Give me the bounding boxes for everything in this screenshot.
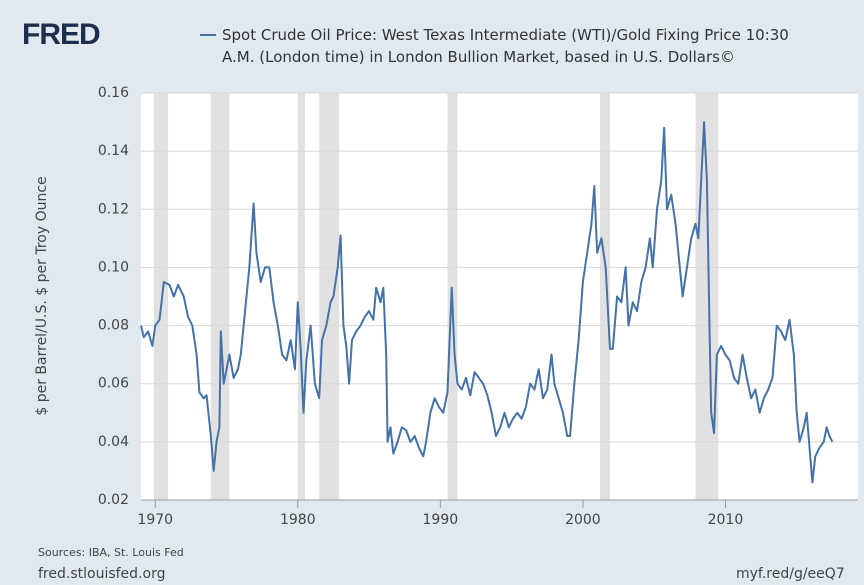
link: myf.red/g/eeQ7 [736,566,845,582]
plot-area [141,93,858,500]
x-tick-label: 2000 [565,512,601,528]
data-line [140,121,834,484]
x-tick-label: 2010 [708,512,744,528]
logo: FRED [22,18,101,51]
y-tick-label: 0.14 [98,143,129,159]
recession-band [695,93,719,500]
y-axis-label: $ per Barrel/U.S. $ per Troy Ounce [34,176,50,415]
recession-band [319,93,340,500]
y-tick-label: 0.08 [98,318,129,334]
recession-band [153,93,169,500]
y-tick-label: 0.16 [98,85,129,101]
y-tick-label: 0.02 [98,492,129,508]
x-tick-label: 1970 [137,512,173,528]
legend-entry: Spot Crude Oil Price: West Texas Interme… [222,26,789,66]
recession-band [297,93,305,500]
y-tick-label: 0.06 [98,376,129,392]
recession-band [599,93,610,500]
y-tick-label: 0.10 [98,259,129,275]
recession-band [210,93,230,500]
x-tick-label: 1980 [280,512,316,528]
site: fred.stlouisfed.org [38,566,166,582]
x-tick-label: 1990 [423,512,459,528]
sources: Sources: IBA, St. Louis Fed [38,546,184,559]
y-tick-label: 0.12 [98,201,129,217]
y-tick-label: 0.04 [98,434,129,450]
